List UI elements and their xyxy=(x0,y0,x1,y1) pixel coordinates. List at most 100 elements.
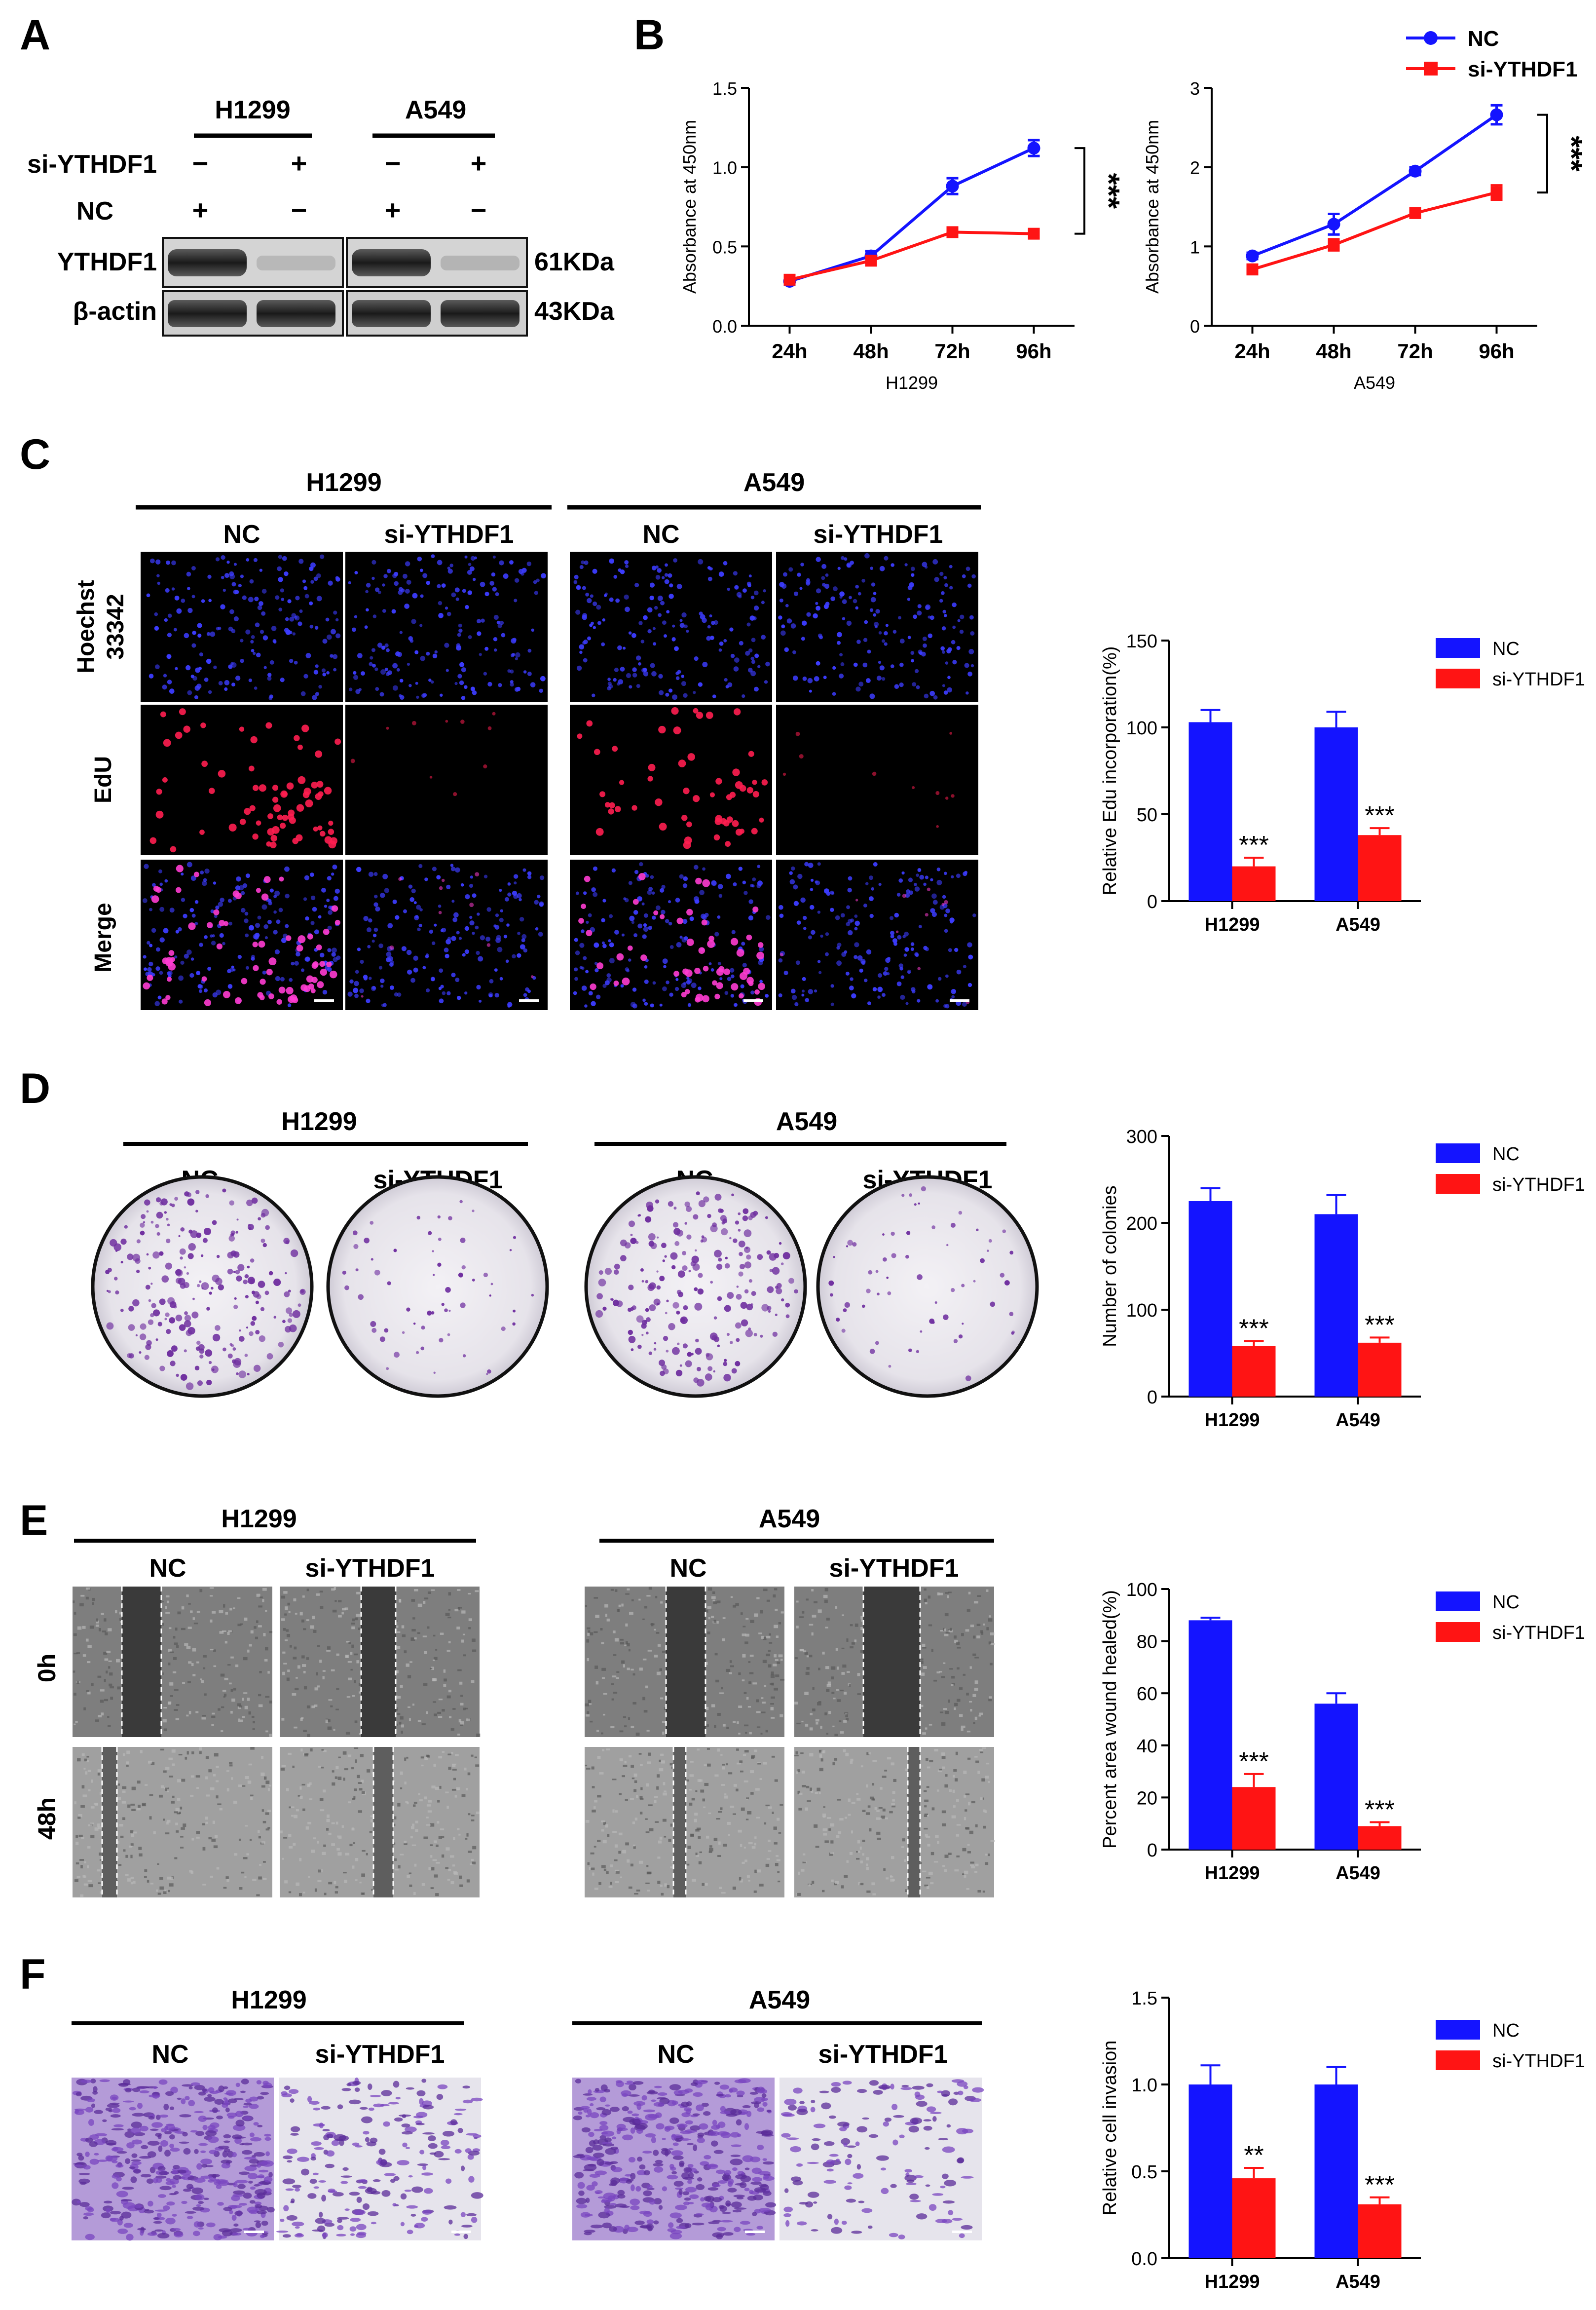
edu-positive-nucleus xyxy=(693,708,699,714)
nucleus xyxy=(839,653,843,657)
nucleus xyxy=(164,618,168,622)
cell-texture xyxy=(73,1600,75,1603)
cell-texture xyxy=(931,1807,935,1811)
cell-texture xyxy=(182,1682,186,1684)
edu-positive-nucleus xyxy=(936,825,939,828)
cell-texture xyxy=(869,1796,874,1800)
nucleus xyxy=(412,593,418,599)
cell-texture xyxy=(78,1834,83,1837)
nucleus xyxy=(614,930,619,935)
edu-positive-nucleus xyxy=(168,950,175,956)
bar xyxy=(1188,1620,1232,1850)
cell-texture xyxy=(642,1618,645,1620)
nucleus xyxy=(914,883,917,886)
colony xyxy=(233,1304,238,1309)
cell-texture xyxy=(620,1876,622,1879)
nucleus xyxy=(672,694,678,700)
cell-texture xyxy=(472,1638,476,1642)
nucleus xyxy=(197,633,202,638)
cell-texture xyxy=(411,1844,416,1846)
colony xyxy=(135,1334,138,1336)
cell-texture xyxy=(185,1756,187,1760)
edu-positive-nucleus xyxy=(311,782,318,789)
cell-texture xyxy=(959,1687,963,1690)
colony xyxy=(713,1316,717,1320)
cell-texture xyxy=(757,1763,761,1765)
cell-texture xyxy=(191,1751,194,1754)
cell-texture xyxy=(978,1714,981,1717)
cell-texture xyxy=(397,1803,401,1807)
nucleus xyxy=(233,589,238,595)
cell-texture xyxy=(283,1663,287,1665)
nucleus xyxy=(481,618,485,623)
colony xyxy=(906,1231,911,1235)
nucleus xyxy=(836,960,842,966)
colony xyxy=(712,1222,717,1227)
cell-texture xyxy=(233,1607,235,1609)
nucleus xyxy=(262,970,266,975)
cell-texture xyxy=(804,1692,809,1696)
invaded-cell xyxy=(198,2143,208,2146)
cell-texture xyxy=(733,1784,737,1787)
cell-texture xyxy=(634,1818,638,1821)
cell-texture xyxy=(209,1595,213,1597)
bar xyxy=(1358,835,1402,901)
cell-texture xyxy=(97,1675,102,1678)
nucleus xyxy=(386,648,390,652)
nucleus xyxy=(228,664,233,669)
cell-texture xyxy=(258,1704,263,1707)
cell-texture xyxy=(631,1778,635,1780)
edu-positive-nucleus xyxy=(286,782,294,790)
nucleus xyxy=(583,891,587,895)
cell-texture xyxy=(296,1677,298,1679)
nucleus xyxy=(748,574,752,578)
colony xyxy=(846,1245,849,1248)
nucleus xyxy=(929,615,934,620)
nucleus xyxy=(277,566,282,571)
nucleus xyxy=(669,945,674,949)
cell-texture xyxy=(258,1830,260,1833)
colony xyxy=(252,1316,257,1321)
cell-texture xyxy=(115,1610,117,1614)
cell-texture xyxy=(400,1787,403,1789)
colony xyxy=(106,1322,114,1330)
cell-texture xyxy=(437,1821,440,1824)
cell-texture xyxy=(860,1860,863,1864)
nucleus xyxy=(159,882,163,886)
cell-texture xyxy=(433,1659,435,1662)
colony xyxy=(265,1225,270,1230)
colony xyxy=(661,1243,667,1249)
nucleus xyxy=(512,954,516,959)
nucleus xyxy=(387,923,393,929)
cell-texture xyxy=(225,1612,228,1615)
nucleus xyxy=(477,631,482,636)
cell-texture xyxy=(890,1875,892,1878)
cell-texture xyxy=(817,1609,822,1613)
cell-texture xyxy=(835,1606,838,1609)
nucleus xyxy=(387,670,392,675)
cell-texture xyxy=(944,1855,949,1858)
nucleus xyxy=(322,989,328,995)
colony xyxy=(761,1304,769,1312)
data-point xyxy=(1409,207,1421,219)
nucleus xyxy=(451,973,456,978)
cell-texture xyxy=(650,1623,655,1626)
nucleus xyxy=(648,926,652,930)
cell-texture xyxy=(193,1623,198,1625)
condition-label: si-YTHDF1 xyxy=(818,2040,948,2069)
colony xyxy=(950,1222,956,1228)
nucleus xyxy=(917,868,922,872)
invaded-cell xyxy=(76,2200,81,2203)
edu-positive-nucleus xyxy=(761,779,768,786)
nucleus xyxy=(214,914,218,918)
colony xyxy=(901,1194,905,1197)
edu-positive-nucleus xyxy=(271,826,280,834)
nucleus xyxy=(245,873,250,878)
cell-texture xyxy=(774,1588,778,1590)
cell-texture xyxy=(196,1787,199,1789)
nucleus xyxy=(661,909,666,915)
nucleus xyxy=(848,876,853,881)
cell-texture xyxy=(964,1817,966,1820)
colony xyxy=(745,1329,753,1337)
colony xyxy=(290,1249,298,1257)
